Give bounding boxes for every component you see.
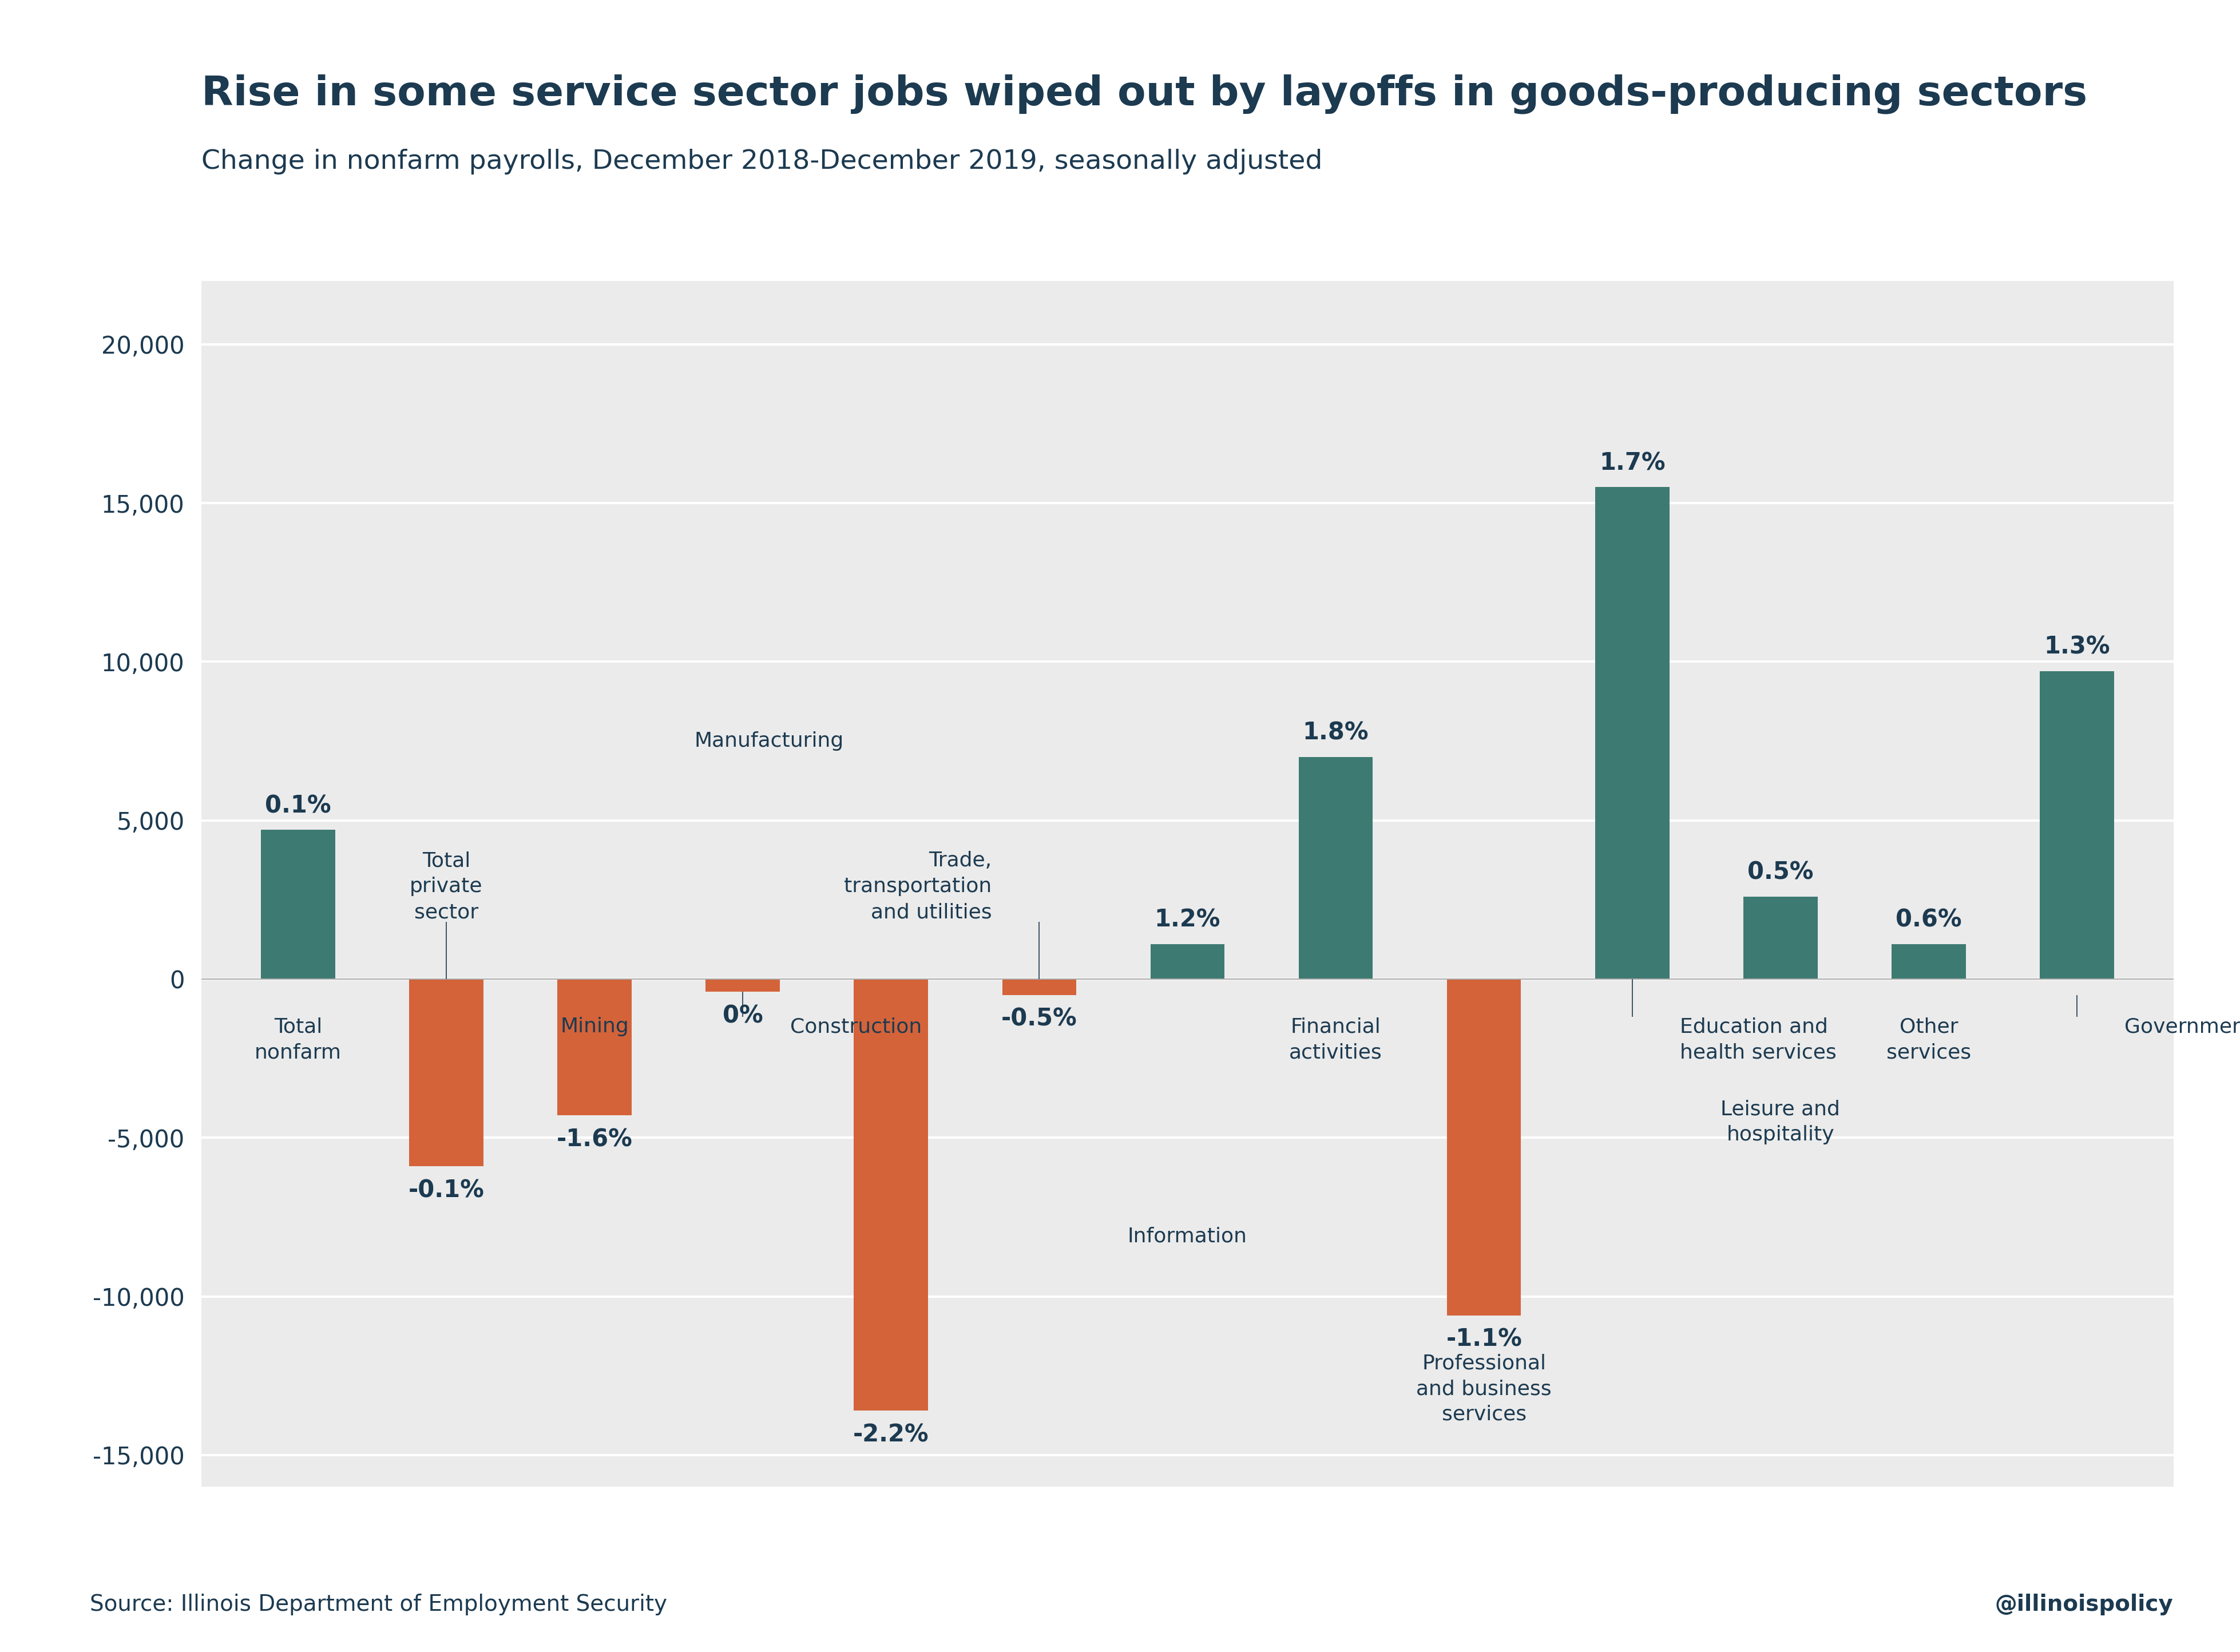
Text: 0%: 0% [721, 1004, 764, 1028]
Text: 1.3%: 1.3% [2043, 634, 2110, 659]
Text: Financial
activities: Financial activities [1288, 1018, 1382, 1062]
Text: Construction: Construction [791, 1018, 921, 1036]
Bar [410, 980, 484, 1166]
Bar [1743, 897, 1817, 980]
Text: 1.2%: 1.2% [1154, 909, 1221, 932]
Text: 0.5%: 0.5% [1747, 861, 1812, 884]
Text: Trade,
transportation
and utilities: Trade, transportation and utilities [844, 851, 992, 922]
Text: -1.6%: -1.6% [556, 1128, 632, 1151]
Text: Information: Information [1127, 1226, 1248, 1246]
Bar [1299, 757, 1373, 980]
Bar [706, 980, 780, 991]
Text: Total
nonfarm: Total nonfarm [255, 1018, 340, 1062]
Text: -0.1%: -0.1% [408, 1178, 484, 1203]
Text: Other
services: Other services [1886, 1018, 1971, 1062]
Text: 1.8%: 1.8% [1301, 720, 1369, 745]
Text: Professional
and business
services: Professional and business services [1416, 1353, 1552, 1424]
Text: -2.2%: -2.2% [853, 1422, 930, 1447]
Text: Mining: Mining [560, 1018, 629, 1036]
Bar [558, 980, 632, 1115]
Bar [1891, 943, 1964, 980]
Text: 0.6%: 0.6% [1895, 909, 1962, 932]
Text: Source: Illinois Department of Employment Security: Source: Illinois Department of Employmen… [90, 1594, 668, 1616]
Text: Leisure and
hospitality: Leisure and hospitality [1720, 1100, 1839, 1145]
Text: 0.1%: 0.1% [264, 793, 332, 818]
Text: Education and
health services: Education and health services [1680, 1018, 1837, 1062]
Text: -1.1%: -1.1% [1445, 1328, 1521, 1351]
Bar [853, 980, 927, 1411]
Text: -0.5%: -0.5% [1001, 1008, 1077, 1031]
Text: Change in nonfarm payrolls, December 2018-December 2019, seasonally adjusted: Change in nonfarm payrolls, December 201… [202, 149, 1322, 175]
Text: Manufacturing: Manufacturing [694, 732, 842, 750]
Text: 1.7%: 1.7% [1599, 451, 1664, 476]
Bar [1149, 943, 1225, 980]
Text: Government: Government [2124, 1018, 2240, 1036]
Bar [2038, 671, 2115, 980]
Bar [260, 829, 336, 980]
Bar [1447, 980, 1521, 1315]
Text: @illinoispolicy: @illinoispolicy [1994, 1594, 2173, 1616]
Bar [1595, 487, 1669, 980]
Text: Rise in some service sector jobs wiped out by layoffs in goods-producing sectors: Rise in some service sector jobs wiped o… [202, 74, 2088, 114]
Bar [1001, 980, 1075, 995]
Text: Total
private
sector: Total private sector [410, 851, 482, 922]
